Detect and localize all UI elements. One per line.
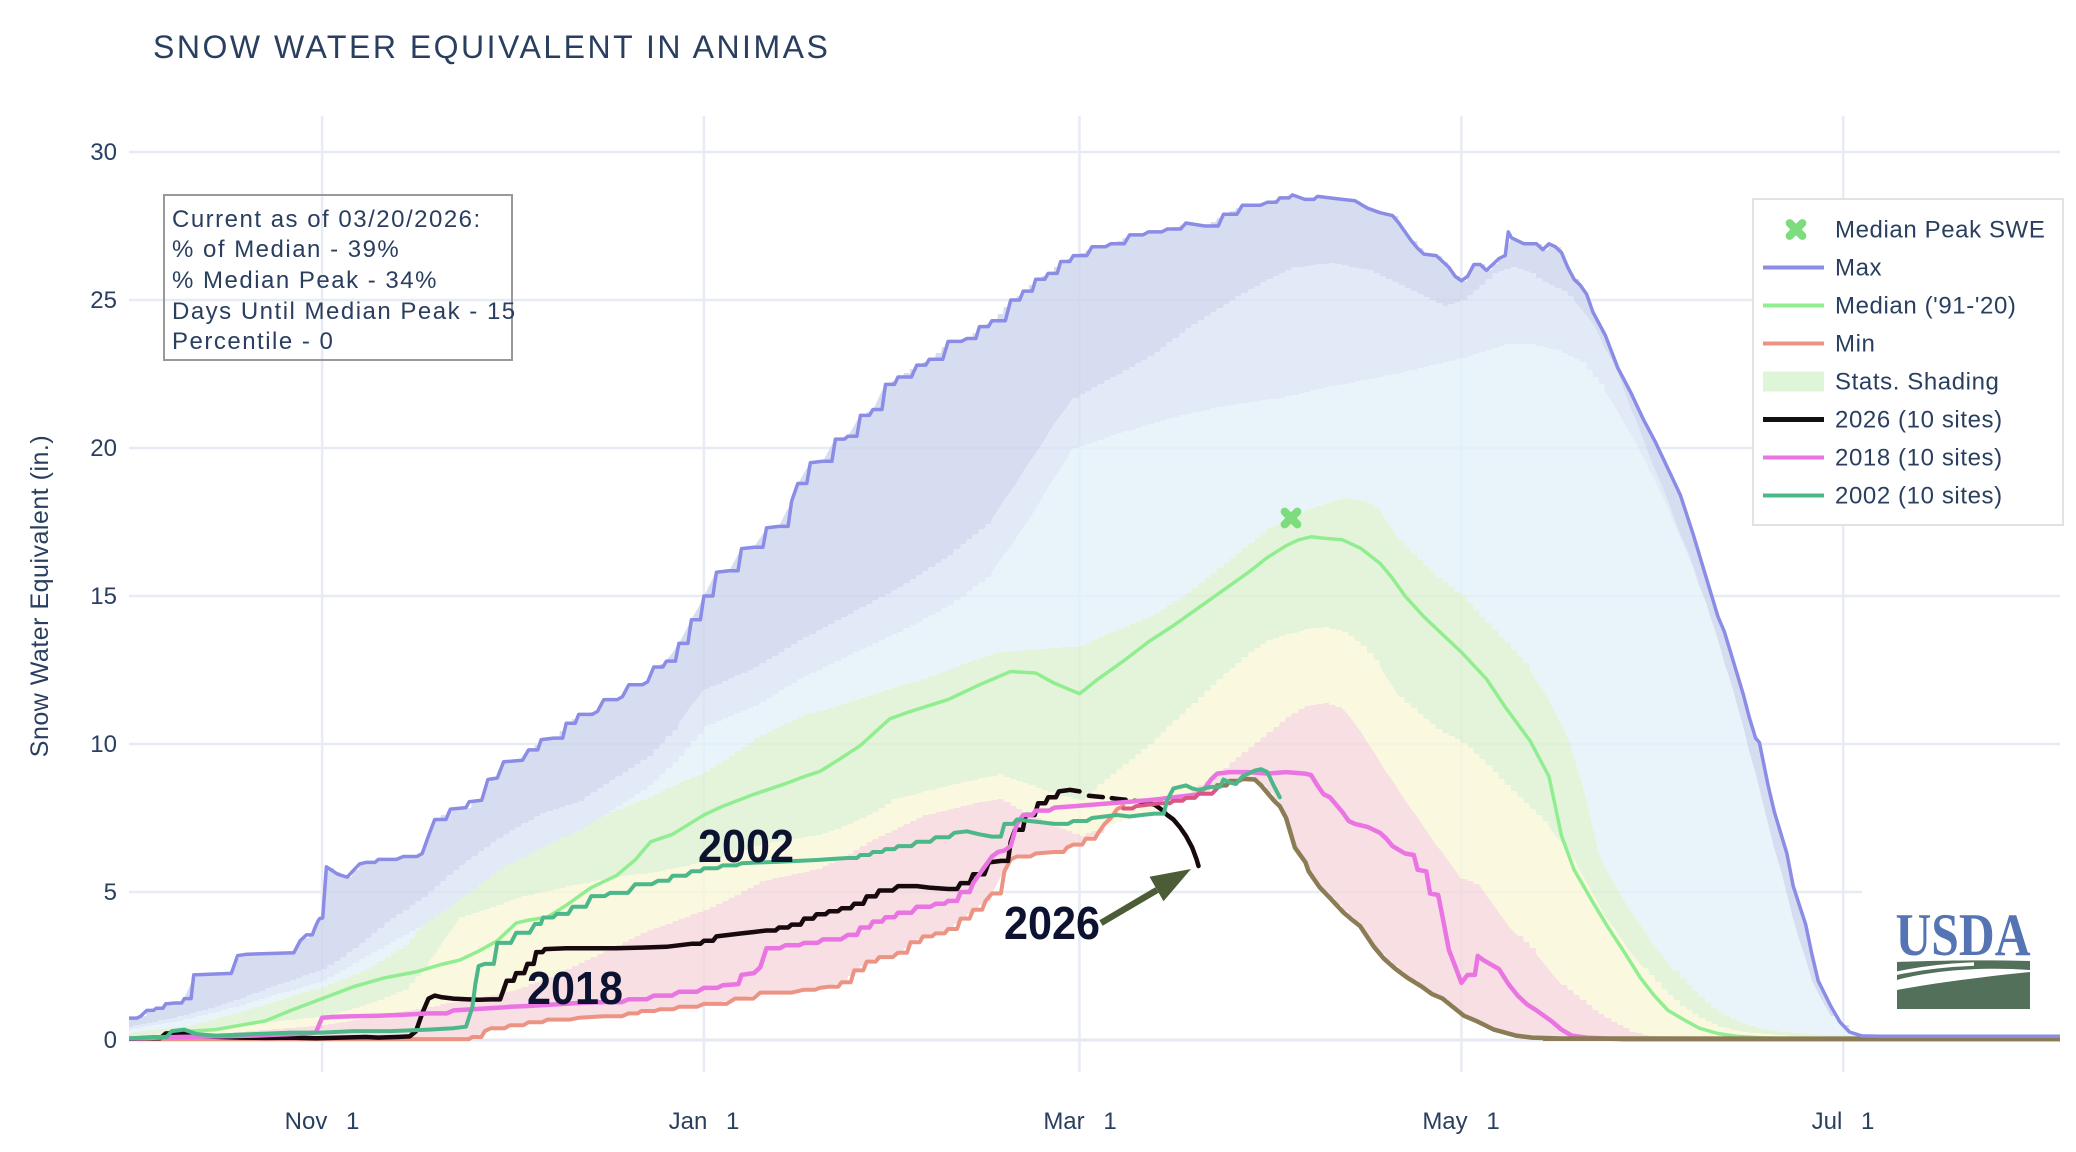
- svg-text:2002: 2002: [698, 820, 794, 872]
- svg-text:May 1: May 1: [1422, 1108, 1499, 1135]
- svg-text:Median ('91-'20): Median ('91-'20): [1835, 293, 2017, 320]
- svg-text:Nov 1: Nov 1: [285, 1108, 360, 1135]
- svg-text:2026 (10 sites): 2026 (10 sites): [1835, 407, 2003, 434]
- svg-text:Stats. Shading: Stats. Shading: [1835, 369, 2000, 396]
- svg-text:0: 0: [104, 1027, 117, 1054]
- svg-text:2002 (10 sites): 2002 (10 sites): [1835, 483, 2003, 510]
- svg-text:Current as of 03/20/2026:: Current as of 03/20/2026:: [172, 206, 482, 233]
- svg-text:2018: 2018: [527, 962, 623, 1014]
- svg-text:SNOW WATER EQUIVALENT IN ANIMA: SNOW WATER EQUIVALENT IN ANIMAS: [153, 29, 830, 65]
- svg-text:Days Until Median Peak - 15: Days Until Median Peak - 15: [172, 298, 517, 325]
- svg-text:15: 15: [90, 583, 117, 610]
- svg-text:Percentile - 0: Percentile - 0: [172, 328, 334, 355]
- svg-text:Median Peak SWE: Median Peak SWE: [1835, 217, 2045, 244]
- svg-text:5: 5: [104, 879, 117, 906]
- svg-text:Mar 1: Mar 1: [1043, 1108, 1116, 1135]
- svg-text:2026: 2026: [1004, 897, 1100, 949]
- svg-text:Jul 1: Jul 1: [1812, 1108, 1875, 1135]
- svg-text:% of Median - 39%: % of Median - 39%: [172, 236, 400, 263]
- svg-text:10: 10: [90, 731, 117, 758]
- svg-text:20: 20: [90, 435, 117, 462]
- svg-text:Max: Max: [1835, 255, 1882, 282]
- svg-text:Jan 1: Jan 1: [669, 1108, 740, 1135]
- svg-text:2018 (10 sites): 2018 (10 sites): [1835, 445, 2003, 472]
- svg-text:USDA: USDA: [1896, 902, 2031, 968]
- svg-text:25: 25: [90, 287, 117, 314]
- svg-text:Min: Min: [1835, 331, 1875, 358]
- svg-text:% Median Peak - 34%: % Median Peak - 34%: [172, 267, 438, 294]
- svg-text:30: 30: [90, 139, 117, 166]
- svg-text:Snow Water Equivalent (in.): Snow Water Equivalent (in.): [26, 435, 54, 757]
